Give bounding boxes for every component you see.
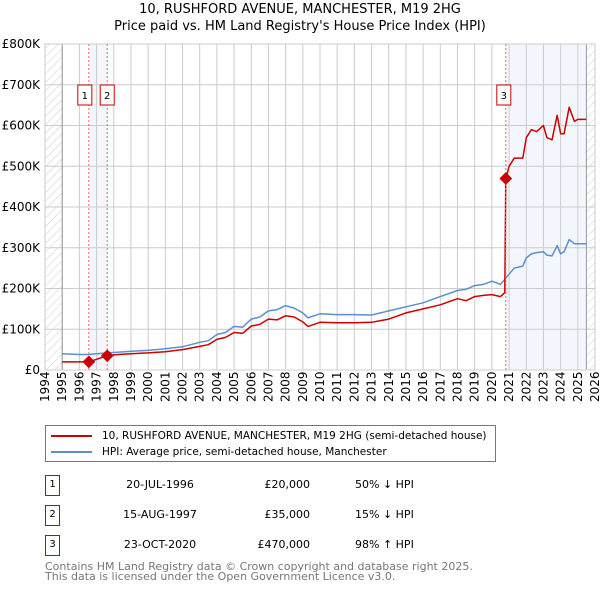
legend-label: 10, RUSHFORD AVENUE, MANCHESTER, M19 2HG… <box>102 430 487 442</box>
y-tick-label: £700K <box>2 78 42 92</box>
x-tick-label: 2006 <box>244 371 258 402</box>
y-tick-label: £500K <box>2 159 42 173</box>
x-tick-label: 2002 <box>176 371 190 402</box>
transaction-row: 1 20-JUL-1996 £20,000 50% ↓ HPI <box>45 475 465 496</box>
x-tick-label: 2022 <box>519 371 533 402</box>
x-tick-label: 2021 <box>502 371 516 402</box>
transaction-date: 23-OCT-2020 <box>123 538 197 551</box>
y-tick-label: £300K <box>2 241 42 255</box>
marker-badge <box>77 84 93 106</box>
transaction-row: 2 15-AUG-1997 £35,000 15% ↓ HPI <box>45 505 465 526</box>
x-tick-label: 1998 <box>107 371 121 402</box>
sale-point <box>100 349 114 363</box>
x-tick-label: 2010 <box>313 371 327 402</box>
marker-badge-label: 2 <box>104 91 110 102</box>
transaction-date: 15-AUG-1997 <box>123 508 197 521</box>
transaction-price: £20,000 <box>264 478 311 491</box>
y-tick-label: £800K <box>2 37 42 51</box>
x-tick-label: 2004 <box>210 371 224 402</box>
transaction-row: 3 23-OCT-2020 £470,000 98% ↑ HPI <box>45 535 465 556</box>
marker-badge <box>99 84 115 106</box>
legend: 10, RUSHFORD AVENUE, MANCHESTER, M19 2HG… <box>45 425 496 462</box>
property-price-line <box>62 106 587 363</box>
x-tick-label: 1999 <box>124 371 138 402</box>
chart-subtitle: Price paid vs. HM Land Registry's House … <box>114 19 486 34</box>
sale-point <box>82 355 96 369</box>
transaction-price: £35,000 <box>264 508 311 521</box>
x-tick-label: 1996 <box>72 371 86 402</box>
transaction-hpi-diff: 98% ↑ HPI <box>355 538 414 551</box>
x-tick-label: 2008 <box>279 371 293 402</box>
y-tick-label: £400K <box>2 200 42 214</box>
transaction-hpi-diff: 15% ↓ HPI <box>355 508 414 521</box>
x-tick-label: 2001 <box>158 371 172 402</box>
x-tick-label: 2012 <box>347 371 361 402</box>
marker-badge: 1 <box>45 475 60 496</box>
marker-badge-label: 3 <box>501 91 507 102</box>
chart-title: 10, RUSHFORD AVENUE, MANCHESTER, M19 2HG <box>139 2 461 17</box>
x-tick-label: 2020 <box>485 371 499 402</box>
legend-swatch-blue <box>51 451 92 453</box>
x-tick-label: 2011 <box>330 371 344 402</box>
legend-item-hpi: HPI: Average price, semi-detached house,… <box>46 444 387 460</box>
x-tick-label: 2017 <box>433 371 447 402</box>
x-tick-label: 2024 <box>554 371 568 402</box>
marker-badge: 2 <box>45 505 60 526</box>
x-tick-label: 2016 <box>416 371 430 402</box>
x-tick-label: 2025 <box>571 371 585 402</box>
x-tick-label: 2009 <box>296 371 310 402</box>
legend-label: HPI: Average price, semi-detached house,… <box>102 446 387 458</box>
y-tick-label: £200K <box>2 282 42 296</box>
footer-copyright: Contains HM Land Registry data © Crown c… <box>45 560 473 573</box>
marker-badge: 3 <box>45 535 60 556</box>
x-tick-label: 2013 <box>365 371 379 402</box>
x-tick-label: 2019 <box>468 371 482 402</box>
legend-item-property: 10, RUSHFORD AVENUE, MANCHESTER, M19 2HG… <box>46 428 487 444</box>
x-tick-label: 2026 <box>588 371 600 402</box>
y-tick-label: £600K <box>2 119 42 133</box>
plot-border <box>44 43 596 371</box>
footer-licence: This data is licensed under the Open Gov… <box>45 570 396 583</box>
y-tick-label: £100K <box>2 322 42 336</box>
x-tick-label: 2018 <box>451 371 465 402</box>
hpi-line <box>62 238 587 356</box>
legend-swatch-red <box>51 435 92 437</box>
transaction-price: £470,000 <box>257 538 311 551</box>
x-tick-label: 1995 <box>55 371 69 402</box>
x-tick-label: 2023 <box>536 371 550 402</box>
x-tick-label: 2015 <box>399 371 413 402</box>
transaction-hpi-diff: 50% ↓ HPI <box>355 478 414 491</box>
x-tick-label: 2000 <box>141 371 155 402</box>
x-tick-label: 2007 <box>261 371 275 402</box>
transaction-date: 20-JUL-1996 <box>126 478 194 491</box>
x-tick-label: 2014 <box>382 371 396 402</box>
x-tick-label: 2005 <box>227 371 241 402</box>
x-tick-label: 1994 <box>38 371 52 402</box>
y-tick-label: £0 <box>25 363 40 377</box>
sale-point <box>499 172 513 185</box>
marker-badge-label: 1 <box>82 91 88 102</box>
x-tick-label: 1997 <box>90 371 104 402</box>
marker-badge <box>496 84 512 106</box>
x-tick-label: 2003 <box>193 371 207 402</box>
